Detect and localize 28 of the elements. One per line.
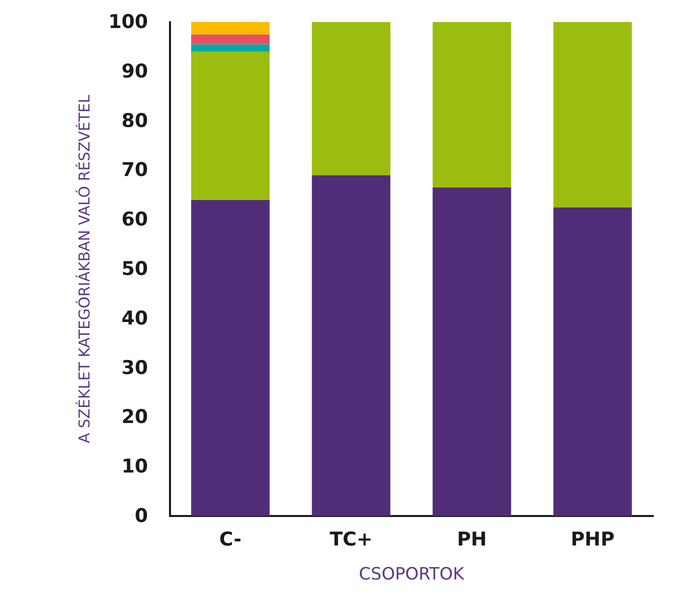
y-tick-label: 20: [122, 406, 148, 428]
y-tick-label: 30: [122, 356, 148, 379]
x-tick-label: C-: [219, 528, 242, 550]
y-axis-title: A SZÉKLET KATEGÓRIÁKBAN VALÓ RÉSZVÉTEL: [76, 94, 94, 444]
y-tick-label: 40: [122, 307, 148, 330]
y-tick-label: 50: [122, 258, 148, 280]
bar: [191, 200, 270, 516]
bar: [191, 44, 270, 52]
y-tick-label: 90: [122, 60, 148, 82]
x-axis-title: CSOPORTOK: [358, 564, 465, 584]
bar: [312, 175, 390, 516]
x-tick-label: PHP: [570, 528, 615, 550]
bar: [191, 34, 270, 44]
bar: [191, 22, 270, 34]
bar: [432, 22, 512, 188]
y-tick-label: 80: [122, 110, 148, 132]
x-tick-label: TC+: [330, 528, 373, 550]
y-tick-label: 70: [122, 159, 148, 182]
y-tick-label: 60: [122, 208, 148, 231]
y-tick-label: 100: [108, 11, 148, 33]
bar: [553, 207, 632, 516]
bar: [553, 22, 632, 208]
y-tick-label: 10: [122, 456, 148, 478]
bar: [191, 52, 270, 200]
bar: [432, 187, 512, 516]
x-tick-label: PH: [456, 528, 487, 550]
y-tick-label: 0: [134, 505, 148, 527]
bar: [312, 22, 390, 176]
